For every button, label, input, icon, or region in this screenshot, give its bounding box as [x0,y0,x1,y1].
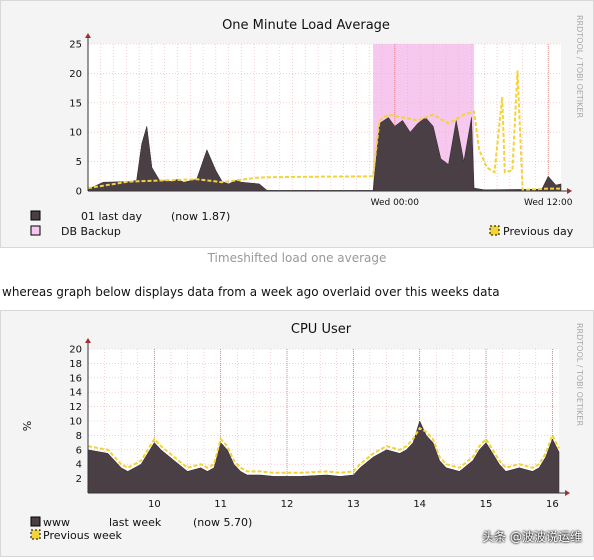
y-tick-label: 8 [76,431,82,442]
series-area-01-last-day [87,117,562,192]
legend-swatch-last-day [30,210,41,221]
x-tick-label: Wed 00:00 [371,198,420,208]
series-line-previous-week [87,426,560,474]
series-line-previous-day [87,70,561,191]
legend-swatch-previous-day [489,225,500,236]
cpu-chart: CPU User RRDTOOL / TOBI OETIKER % 2 4 6 8 10… [21,322,584,542]
legend-www-period: last week [109,516,162,529]
legend-www: www [43,516,70,529]
cpu-chart-side-label: RRDTOOL / TOBI OETIKER [575,323,584,426]
y-tick-label: 5 [76,157,82,168]
legend-db-backup: DB Backup [61,225,121,238]
y-axis-arrow [85,338,91,343]
y-tick-label: 20 [69,69,82,80]
legend-swatch-db-backup [30,225,41,236]
y-axis-arrow [85,33,91,38]
x-tick-label: 16 [546,499,559,510]
y-tick-label: 25 [69,40,82,51]
legend-www-now: (now 5.70) [193,516,252,529]
legend-previous-day: Previous day [503,225,574,238]
series-area-www [87,420,560,494]
y-tick-label: 6 [76,445,82,456]
x-tick-label: 12 [281,499,294,510]
y-tick-label: 0 [76,187,82,198]
cpu-y-axis-label: % [21,421,34,431]
y-tick-label: 20 [69,345,82,356]
legend-swatch-previous-week [30,529,41,540]
x-tick-label: 11 [214,499,227,510]
plot-background [88,44,561,191]
y-tick-label: 14 [69,388,82,399]
x-tick-label: 13 [347,499,360,510]
load-plot-area: 0 5 10 15 20 25 Wed 00:00 Wed 12:00 [69,33,573,208]
load-chart: One Minute Load Average RRDTOOL / TOBI O… [30,15,584,238]
description-text: whereas graph below displays data from a… [2,285,500,299]
y-tick-label: 2 [76,474,82,485]
y-tick-label: 10 [69,417,82,428]
y-tick-label: 18 [69,359,82,370]
x-tick-label: 14 [413,499,426,510]
y-tick-label: 15 [69,98,82,109]
x-tick-label: 15 [480,499,493,510]
legend-swatch-www [30,516,41,527]
x-axis-arrow [567,188,572,194]
cpu-chart-title: CPU User [291,322,352,337]
chart-caption: Timeshifted load one average [207,251,387,265]
legend-last-day: 01 last day [81,210,143,223]
y-tick-label: 12 [69,402,82,413]
load-chart-side-label: RRDTOOL / TOBI OETIKER [575,15,584,118]
y-tick-label: 10 [69,128,82,139]
y-tick-label: 16 [69,373,82,384]
cpu-chart-panel: CPU User RRDTOOL / TOBI OETIKER % 2 4 6 8 10… [0,310,594,557]
load-chart-panel: One Minute Load Average RRDTOOL / TOBI O… [0,0,594,248]
x-tick-label: Wed 12:00 [524,198,573,208]
legend-last-day-now: (now 1.87) [171,210,230,223]
legend-previous-week: Previous week [43,529,123,542]
y-tick-label: 4 [76,460,82,471]
x-tick-label: 10 [148,499,161,510]
watermark: 头条 @波波说运维 [482,530,582,544]
cpu-plot-area: 2 4 6 8 10 12 14 16 18 20 10 11 12 13 14 15 16 [69,338,570,510]
load-chart-title: One Minute Load Average [222,18,390,33]
x-axis-arrow [565,490,570,496]
